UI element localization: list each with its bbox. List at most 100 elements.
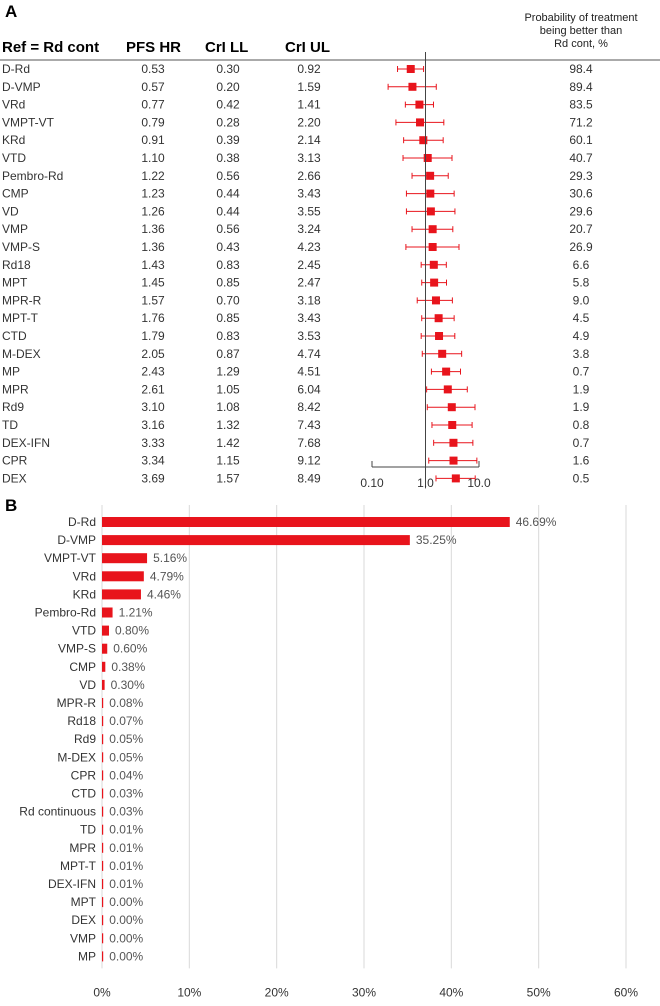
bar-value-label: 0.03% — [109, 805, 143, 819]
row-probability-value: 1.9 — [573, 400, 590, 414]
bar-value-label: 0.80% — [115, 624, 149, 638]
row-treatment-label: VTD — [2, 151, 26, 165]
bar — [102, 698, 104, 708]
bar-value-label: 0.00% — [109, 949, 143, 963]
forest-row: MPR-R 1.57 0.70 3.18 9.0 — [2, 293, 590, 307]
bar-category-label: VMP-S — [58, 642, 96, 656]
row-hr-value: 0.79 — [141, 115, 165, 129]
bar-value-label: 0.00% — [109, 913, 143, 927]
bar — [102, 716, 104, 727]
row-hr-value: 0.53 — [141, 62, 165, 76]
forest-row: MPT-T 1.76 0.85 3.43 4.5 — [2, 311, 590, 325]
bar-row: KRd 4.46% — [73, 587, 182, 601]
row-hr-value: 1.23 — [141, 187, 165, 201]
row-hr-value: 0.77 — [141, 98, 165, 112]
row-probability-value: 20.7 — [569, 222, 593, 236]
bar-row: Rd continuous 0.03% — [19, 805, 143, 819]
row-ul-value: 6.04 — [297, 382, 321, 396]
row-ll-value: 0.44 — [216, 187, 240, 201]
row-ul-value: 2.20 — [297, 115, 321, 129]
row-treatment-label: Rd18 — [2, 258, 31, 272]
bar-value-label: 0.08% — [109, 696, 143, 710]
row-probability-value: 3.8 — [573, 347, 590, 361]
bar-category-label: CTD — [71, 787, 96, 801]
forest-row: KRd 0.91 0.39 2.14 60.1 — [2, 133, 593, 147]
column-header-pfs-hr: PFS HR — [126, 39, 182, 56]
bar-category-label: MPR-R — [57, 696, 97, 710]
probability-header-line3: Rd cont, % — [554, 38, 608, 50]
row-ll-value: 0.83 — [216, 329, 240, 343]
row-probability-value: 4.5 — [573, 311, 590, 325]
row-treatment-label: CMP — [2, 187, 29, 201]
bar-row: DEX-IFN 0.01% — [48, 877, 144, 891]
row-probability-value: 1.6 — [573, 454, 590, 468]
hr-marker — [426, 207, 435, 216]
bar — [102, 752, 104, 763]
hr-marker — [430, 278, 439, 287]
bar-value-label: 1.21% — [119, 606, 153, 620]
row-hr-value: 1.43 — [141, 258, 165, 272]
column-header-ref: Ref = Rd cont — [2, 39, 100, 56]
row-probability-value: 0.7 — [573, 365, 590, 379]
bar-tick-label: 20% — [265, 985, 289, 999]
bar-value-label: 46.69% — [516, 515, 557, 529]
bar-tick-label: 0% — [93, 985, 111, 999]
row-probability-value: 6.6 — [573, 258, 590, 272]
forest-row: VTD 1.10 0.38 3.13 40.7 — [2, 151, 593, 165]
row-probability-value: 30.6 — [569, 187, 593, 201]
bar-row: DEX 0.00% — [71, 913, 143, 927]
row-ll-value: 1.32 — [216, 418, 240, 432]
row-treatment-label: D-Rd — [2, 62, 30, 76]
row-treatment-label: D-VMP — [2, 80, 41, 94]
forest-row: VMP 1.36 0.56 3.24 20.7 — [2, 222, 593, 236]
row-ll-value: 0.56 — [216, 169, 240, 183]
hr-marker — [447, 403, 456, 412]
row-ll-value: 0.20 — [216, 80, 240, 94]
row-treatment-label: MP — [2, 365, 20, 379]
bar — [102, 643, 108, 654]
bar-category-label: CPR — [71, 768, 97, 782]
row-ul-value: 3.43 — [297, 311, 321, 325]
row-ul-value: 4.51 — [297, 365, 321, 379]
row-hr-value: 1.36 — [141, 222, 165, 236]
row-ll-value: 0.87 — [216, 347, 240, 361]
bar-category-label: Rd18 — [67, 714, 96, 728]
bar-value-label: 0.01% — [109, 877, 143, 891]
hr-marker — [426, 171, 435, 180]
row-ul-value: 3.18 — [297, 293, 321, 307]
row-treatment-label: VMP — [2, 222, 28, 236]
forest-row: CPR 3.34 1.15 9.12 1.6 — [2, 454, 590, 468]
bar-category-label: CMP — [69, 660, 96, 674]
row-ll-value: 1.05 — [216, 382, 240, 396]
bar-category-label: M-DEX — [57, 750, 96, 764]
bar-row: VTD 0.80% — [72, 624, 149, 638]
row-ul-value: 0.92 — [297, 62, 321, 76]
forest-row: MPR 2.61 1.05 6.04 1.9 — [2, 382, 590, 396]
row-ll-value: 0.39 — [216, 133, 240, 147]
row-hr-value: 1.26 — [141, 204, 165, 218]
row-treatment-label: DEX — [2, 471, 27, 485]
column-header-cri-ul: CrI UL — [285, 39, 330, 56]
ranking-bar-chart: D-Rd 46.69% D-VMP 35.25% VMPT-VT 5.16% VRd 4.79… — [19, 505, 638, 999]
row-ll-value: 0.28 — [216, 115, 240, 129]
bar-row: Rd18 0.07% — [67, 714, 143, 728]
row-ul-value: 1.41 — [297, 98, 321, 112]
row-treatment-label: KRd — [2, 133, 25, 147]
bar-category-label: VRd — [73, 569, 96, 583]
bar-row: CPR 0.04% — [71, 768, 144, 782]
bar — [102, 915, 104, 926]
panel-b-label: B — [5, 496, 18, 515]
row-treatment-label: VMP-S — [2, 240, 40, 254]
column-header-cri-ll: CrI LL — [205, 39, 249, 56]
bar-row: VMPT-VT 5.16% — [44, 551, 187, 565]
bar-tick-label: 10% — [177, 985, 201, 999]
bar-category-label: VMP — [70, 931, 96, 945]
bar — [102, 589, 141, 600]
hr-marker — [415, 100, 424, 109]
hr-marker — [406, 65, 415, 73]
forest-plot: D-Rd 0.53 0.30 0.92 98.4 D-VMP 0.57 0.20 1.59 89.… — [0, 52, 660, 490]
bar-category-label: MPR — [69, 841, 96, 855]
hr-marker — [416, 118, 425, 127]
bar-row: TD 0.01% — [80, 823, 144, 837]
row-hr-value: 1.10 — [141, 151, 165, 165]
